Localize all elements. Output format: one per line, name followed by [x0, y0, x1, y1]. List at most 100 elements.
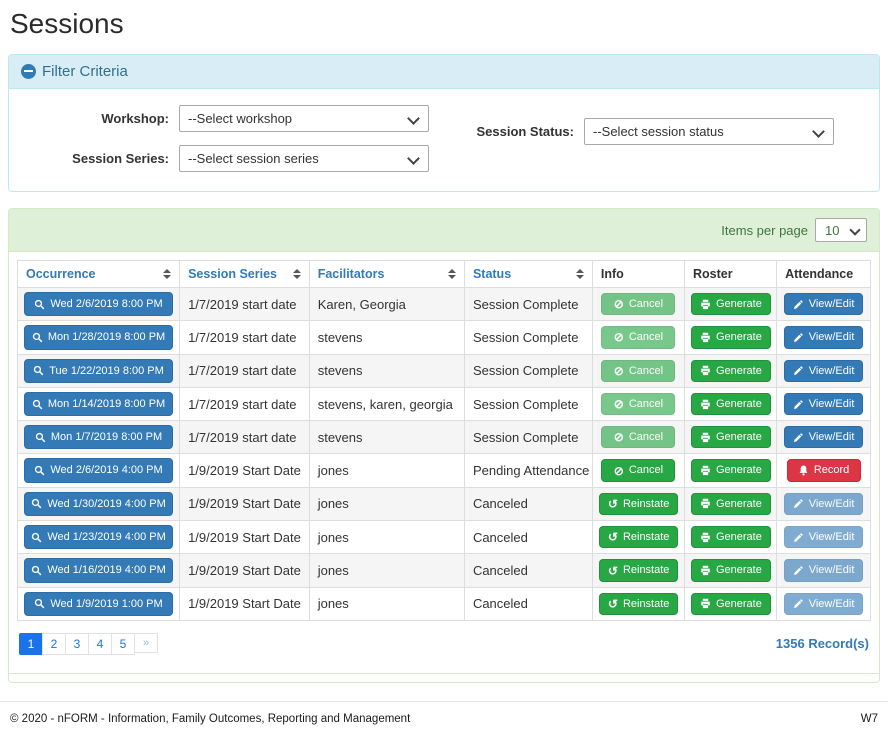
- view-edit-button[interactable]: View/Edit: [783, 392, 864, 416]
- session-series-cell: 1/9/2019 Start Date: [179, 553, 310, 588]
- facilitators-cell: jones: [308, 453, 465, 488]
- column-header-facilitators[interactable]: Facilitators: [308, 260, 465, 288]
- occurrence-button[interactable]: Wed 1/23/2019 4:00 PM: [24, 525, 174, 550]
- column-header-status[interactable]: Status: [463, 260, 593, 288]
- ban-icon: ⊘: [613, 363, 624, 378]
- session-series-cell: 1/7/2019 start date: [179, 386, 310, 422]
- printer-icon: [701, 465, 710, 476]
- generate-button[interactable]: Generate: [690, 293, 771, 316]
- status-cell: Session Complete: [463, 286, 593, 322]
- column-header-session-series[interactable]: Session Series: [179, 260, 310, 288]
- occurrence-button[interactable]: Mon 1/14/2019 8:00 PM: [24, 391, 174, 417]
- search-icon: [32, 499, 42, 509]
- reinstate-button[interactable]: ↺ Reinstate: [598, 526, 679, 549]
- occurrence-button[interactable]: Wed 1/16/2019 4:00 PM: [24, 558, 174, 583]
- ban-icon: ⊘: [613, 430, 624, 445]
- view-edit-button[interactable]: View/Edit: [783, 293, 864, 316]
- search-icon: [32, 332, 43, 343]
- ban-icon: ⊘: [613, 397, 624, 412]
- status-cell: Pending Attendance: [463, 453, 593, 488]
- printer-icon: [701, 365, 710, 376]
- page-4[interactable]: 4: [88, 632, 112, 655]
- view-edit-button[interactable]: View/Edit: [783, 426, 864, 449]
- reinstate-button[interactable]: ↺ Reinstate: [598, 559, 679, 582]
- view-edit-button: View/Edit: [783, 592, 864, 615]
- undo-icon: ↺: [607, 496, 618, 511]
- view-edit-button[interactable]: View/Edit: [783, 359, 864, 382]
- reinstate-button[interactable]: ↺ Reinstate: [598, 592, 679, 615]
- page-5[interactable]: 5: [111, 632, 135, 655]
- sessions-table-container: Occurrence Session Series Facilitators: [9, 252, 879, 673]
- page-next[interactable]: »: [134, 632, 158, 655]
- sort-icon: [157, 269, 172, 279]
- table-row: Mon 1/28/2019 8:00 PM 1/7/2019 start dat…: [16, 320, 871, 355]
- status-cell: Canceled: [463, 486, 593, 522]
- record-button[interactable]: Record: [786, 459, 861, 482]
- status-cell: Session Complete: [463, 320, 593, 355]
- facilitators-cell: jones: [308, 520, 465, 555]
- page-2[interactable]: 2: [42, 632, 66, 655]
- generate-button[interactable]: Generate: [690, 592, 771, 615]
- facilitators-cell: jones: [308, 553, 465, 588]
- generate-button[interactable]: Generate: [690, 392, 771, 416]
- occurrence-button[interactable]: Mon 1/7/2019 8:00 PM: [24, 425, 174, 450]
- pencil-icon: [793, 333, 803, 342]
- pencil-icon: [793, 566, 803, 575]
- occurrence-button[interactable]: Mon 1/28/2019 8:00 PM: [24, 325, 174, 350]
- workshop-select[interactable]: --Select workshop: [179, 105, 429, 132]
- filter-panel: Filter Criteria Workshop: --Select works…: [8, 54, 880, 192]
- items-per-page-select[interactable]: 10: [815, 218, 867, 242]
- cancel-button[interactable]: ⊘ Cancel: [601, 459, 676, 482]
- filter-header[interactable]: Filter Criteria: [9, 55, 879, 89]
- column-header-occurrence[interactable]: Occurrence: [16, 260, 181, 288]
- facilitators-cell: jones: [308, 586, 465, 621]
- copyright-text: © 2020 - nFORM - Information, Family Out…: [10, 712, 411, 725]
- facilitators-cell: stevens, karen, georgia: [308, 386, 465, 422]
- page-footer: © 2020 - nFORM - Information, Family Out…: [0, 700, 888, 736]
- session-series-label: Session Series:: [72, 151, 169, 166]
- session-status-label: Session Status:: [476, 124, 574, 139]
- cancel-button: ⊘ Cancel: [601, 426, 676, 449]
- occurrence-button[interactable]: Wed 2/6/2019 4:00 PM: [24, 458, 174, 483]
- generate-button[interactable]: Generate: [690, 526, 771, 549]
- printer-icon: [701, 599, 710, 609]
- pencil-icon: [793, 399, 803, 409]
- session-status-select[interactable]: --Select session status: [584, 118, 834, 145]
- generate-button[interactable]: Generate: [690, 559, 771, 582]
- search-icon: [35, 299, 45, 310]
- printer-icon: [701, 299, 710, 309]
- generate-button[interactable]: Generate: [690, 359, 771, 382]
- cancel-button: ⊘ Cancel: [601, 359, 676, 382]
- pencil-icon: [793, 432, 803, 442]
- generate-button[interactable]: Generate: [690, 459, 771, 482]
- sort-icon: [570, 269, 584, 279]
- pagination: 1 2 3 4 5 »: [19, 632, 158, 655]
- generate-button[interactable]: Generate: [690, 426, 771, 449]
- generate-button[interactable]: Generate: [690, 326, 771, 349]
- view-edit-button: View/Edit: [783, 492, 864, 516]
- table-row: Wed 2/6/2019 4:00 PM 1/9/2019 Start Date…: [16, 453, 871, 488]
- generate-button[interactable]: Generate: [690, 492, 771, 516]
- printer-icon: [701, 332, 710, 343]
- search-icon: [32, 565, 42, 576]
- session-series-select[interactable]: --Select session series: [179, 145, 429, 172]
- page-1[interactable]: 1: [19, 632, 43, 655]
- items-per-page-bar: Items per page 10: [9, 209, 879, 252]
- status-cell: Session Complete: [463, 386, 593, 422]
- view-edit-button: View/Edit: [783, 559, 864, 582]
- page-3[interactable]: 3: [65, 632, 89, 655]
- reinstate-button[interactable]: ↺ Reinstate: [598, 492, 679, 516]
- page-title: Sessions: [10, 8, 124, 39]
- occurrence-button[interactable]: Tue 1/22/2019 8:00 PM: [24, 358, 174, 383]
- occurrence-button[interactable]: Wed 2/6/2019 8:00 PM: [24, 292, 174, 317]
- view-edit-button[interactable]: View/Edit: [783, 326, 864, 349]
- table-header-row: Occurrence Session Series Facilitators: [16, 260, 871, 288]
- facilitators-cell: Karen, Georgia: [308, 286, 465, 322]
- sessions-panel: Items per page 10 Occurrence: [8, 208, 880, 683]
- ban-icon: ⊘: [613, 330, 624, 345]
- filter-header-label: Filter Criteria: [42, 63, 128, 80]
- cancel-button: ⊘ Cancel: [601, 293, 676, 316]
- occurrence-button[interactable]: Wed 1/30/2019 4:00 PM: [24, 491, 174, 517]
- occurrence-button[interactable]: Wed 1/9/2019 1:00 PM: [24, 591, 174, 616]
- filter-body: Workshop: --Select workshop Session Seri…: [9, 89, 879, 191]
